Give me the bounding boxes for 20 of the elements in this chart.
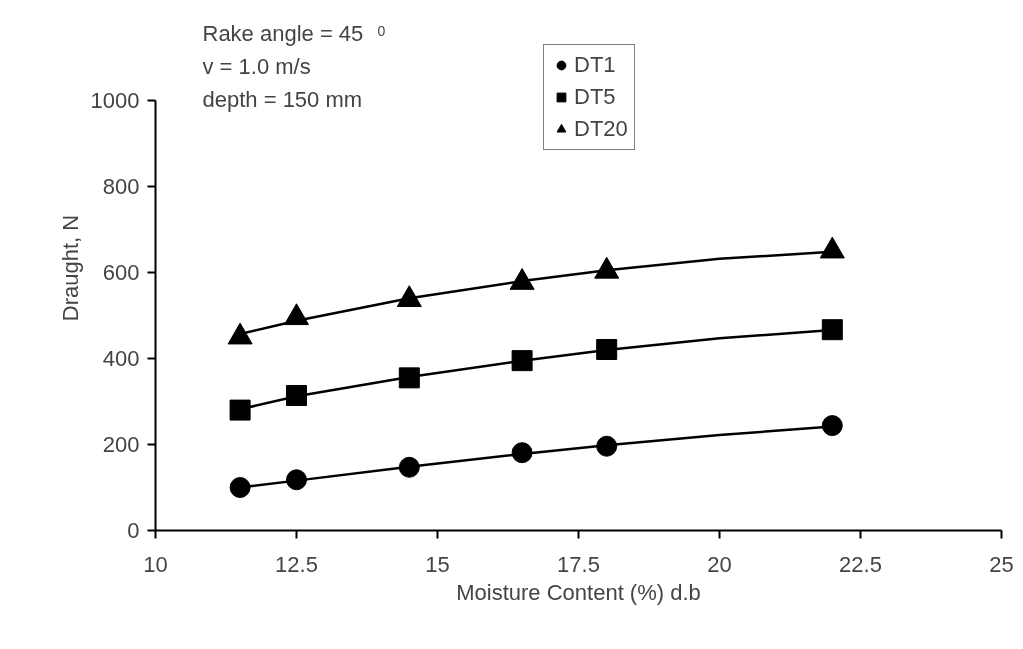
x-tick-label: 10 (143, 551, 168, 577)
text: v = 1.0 m/s (202, 53, 311, 79)
legend-label: DT20 (574, 116, 628, 142)
y-tick-label: 1000 (90, 88, 140, 113)
x-tick-label: 12.5 (275, 551, 318, 577)
y-tick-label: 0 (127, 518, 140, 543)
x-tick-label: 22.5 (839, 551, 882, 577)
x-tick-label: 20 (707, 551, 732, 577)
x-tick-label: 17.5 (557, 551, 600, 577)
x-tick-label: 25 (989, 551, 1014, 577)
annotation: depth = 150 mm (202, 86, 363, 112)
y-tick-label: 800 (102, 174, 140, 199)
y-tick-label: 600 (102, 260, 140, 285)
legend-label: DT5 (574, 84, 616, 110)
legend-label: DT1 (574, 52, 616, 78)
y-axis-title: Draught, N (57, 214, 83, 322)
x-tick-label: 15 (425, 551, 450, 577)
x-axis-title: Moisture Content (%) d.b (456, 579, 701, 605)
y-tick-label: 200 (102, 432, 140, 457)
y-tick-label: 400 (102, 346, 140, 371)
